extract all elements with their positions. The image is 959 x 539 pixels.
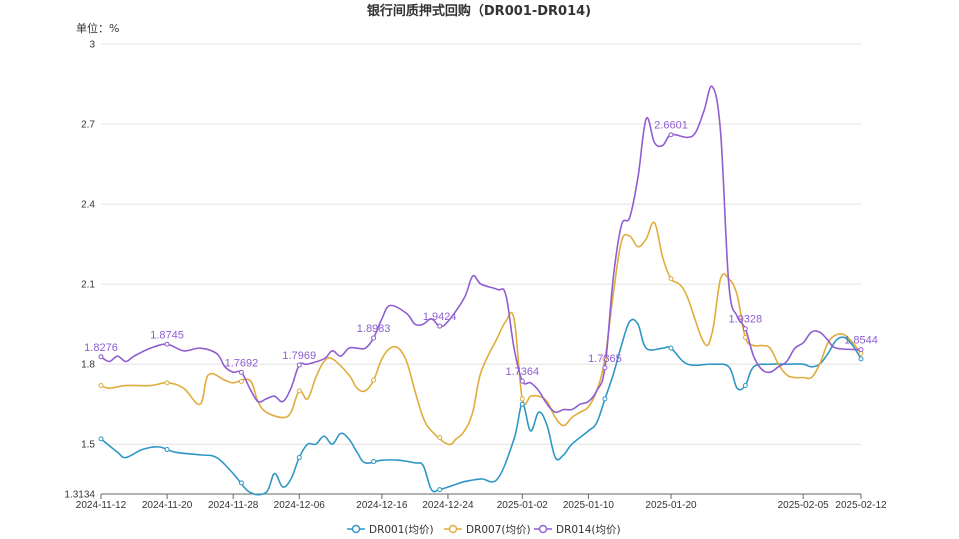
legend-label: DR014(均价) bbox=[556, 524, 621, 536]
dr014-point[interactable] bbox=[98, 354, 104, 360]
dr007-point[interactable] bbox=[371, 377, 377, 383]
x-tick-label: 2024-12-24 bbox=[422, 500, 474, 511]
dr007-point[interactable] bbox=[519, 396, 525, 402]
dr014-series-line bbox=[100, 85, 862, 414]
dr001-point[interactable] bbox=[164, 447, 170, 453]
dr001-point[interactable] bbox=[602, 396, 608, 402]
series-lines bbox=[100, 85, 862, 496]
legend-label: DR001(均价) bbox=[369, 524, 434, 536]
dr001-point[interactable] bbox=[238, 480, 244, 486]
x-tick-label: 2025-01-10 bbox=[563, 500, 615, 511]
legend-marker-icon bbox=[351, 524, 361, 534]
x-tick-label: 2024-12-06 bbox=[274, 500, 326, 511]
x-tick-label: 2025-01-02 bbox=[497, 500, 549, 511]
y-tick-label: 1.5 bbox=[81, 440, 95, 451]
dr014-point[interactable] bbox=[668, 132, 674, 138]
dr007-point[interactable] bbox=[238, 379, 244, 385]
dr014-data-label: 1.9328 bbox=[729, 314, 763, 326]
dr014-data-label: 2.6601 bbox=[654, 120, 688, 132]
x-tick-label: 2024-11-20 bbox=[142, 500, 193, 511]
dr014-point[interactable] bbox=[437, 323, 443, 329]
dr001-point[interactable] bbox=[371, 459, 377, 465]
dr007-point[interactable] bbox=[164, 380, 170, 386]
dr007-series-line bbox=[100, 221, 862, 446]
dr014-point[interactable] bbox=[742, 326, 748, 332]
dr014-data-label: 1.8544 bbox=[844, 335, 878, 347]
dr014-point[interactable] bbox=[238, 369, 244, 375]
grid-lines bbox=[101, 43, 861, 495]
dr014-data-label: 1.7692 bbox=[225, 357, 259, 369]
data-labels: 1.8276 1.8745 1.7692 1.7969 1.8983 1.9424 1.73… bbox=[84, 120, 878, 378]
x-tick-label: 2025-01-20 bbox=[645, 500, 697, 511]
y-tick-label: 1.8 bbox=[81, 360, 95, 371]
dr001-point[interactable] bbox=[742, 383, 748, 389]
dr001-point[interactable] bbox=[437, 487, 443, 493]
chart-title: 银行间质押式回购（DR001-DR014) bbox=[367, 3, 591, 19]
x-tick-label: 2025-02-12 bbox=[835, 500, 887, 511]
dr014-data-label: 1.9424 bbox=[423, 311, 457, 323]
dr001-point[interactable] bbox=[668, 345, 674, 351]
legend-marker-icon bbox=[448, 524, 458, 534]
dr007-point[interactable] bbox=[668, 276, 674, 282]
x-tick-label: 2024-12-16 bbox=[356, 500, 408, 511]
unit-label: 单位：% bbox=[76, 21, 119, 35]
dr007-point[interactable] bbox=[296, 388, 302, 394]
dr014-point[interactable] bbox=[371, 335, 377, 341]
dr014-point[interactable] bbox=[858, 347, 864, 353]
dr014-data-label: 1.7865 bbox=[588, 353, 622, 365]
legend[interactable]: DR001(均价) DR007(均价) DR014(均价) bbox=[347, 524, 621, 536]
dr014-point[interactable] bbox=[519, 378, 525, 384]
dr014-data-label: 1.7364 bbox=[505, 366, 539, 378]
dr001-point[interactable] bbox=[98, 436, 104, 442]
legend-label: DR007(均价) bbox=[466, 524, 531, 536]
legend-item-dr007[interactable]: DR007(均价) bbox=[444, 524, 531, 536]
dr007-point[interactable] bbox=[437, 435, 443, 441]
dr001-point[interactable] bbox=[519, 401, 525, 407]
legend-marker-icon bbox=[538, 524, 548, 534]
dr001-point[interactable] bbox=[296, 455, 302, 461]
legend-item-dr014[interactable]: DR014(均价) bbox=[534, 524, 621, 536]
dr014-data-label: 1.8745 bbox=[150, 329, 184, 341]
dr014-point[interactable] bbox=[602, 365, 608, 371]
x-tick-label: 2024-11-12 bbox=[76, 500, 127, 511]
dr014-point[interactable] bbox=[296, 362, 302, 368]
dr001-series-line bbox=[100, 318, 862, 496]
dr007-point[interactable] bbox=[602, 356, 608, 362]
dr014-data-label: 1.8983 bbox=[357, 323, 391, 335]
dr014-point[interactable] bbox=[164, 341, 170, 347]
y-tick-label: 2.4 bbox=[81, 200, 95, 211]
dr007-point[interactable] bbox=[742, 334, 748, 340]
dr001-point[interactable] bbox=[858, 356, 864, 362]
dr014-data-label: 1.8276 bbox=[84, 342, 118, 354]
legend-item-dr001[interactable]: DR001(均价) bbox=[347, 524, 434, 536]
y-tick-label: 2.1 bbox=[81, 280, 95, 291]
x-tick-label: 2025-02-05 bbox=[778, 500, 830, 511]
dr007-point[interactable] bbox=[98, 383, 104, 389]
x-tick-label: 2024-11-28 bbox=[208, 500, 259, 511]
y-tick-label: 1.3134 bbox=[64, 490, 95, 501]
y-tick-label: 3 bbox=[89, 40, 95, 51]
dr014-data-label: 1.7969 bbox=[282, 350, 316, 362]
y-tick-label: 2.7 bbox=[81, 120, 95, 131]
data-markers bbox=[98, 132, 864, 493]
axes: 1.3134 1.5 1.8 2.1 2.4 2.7 3 2024-11-12 2024-11-… bbox=[64, 40, 887, 512]
